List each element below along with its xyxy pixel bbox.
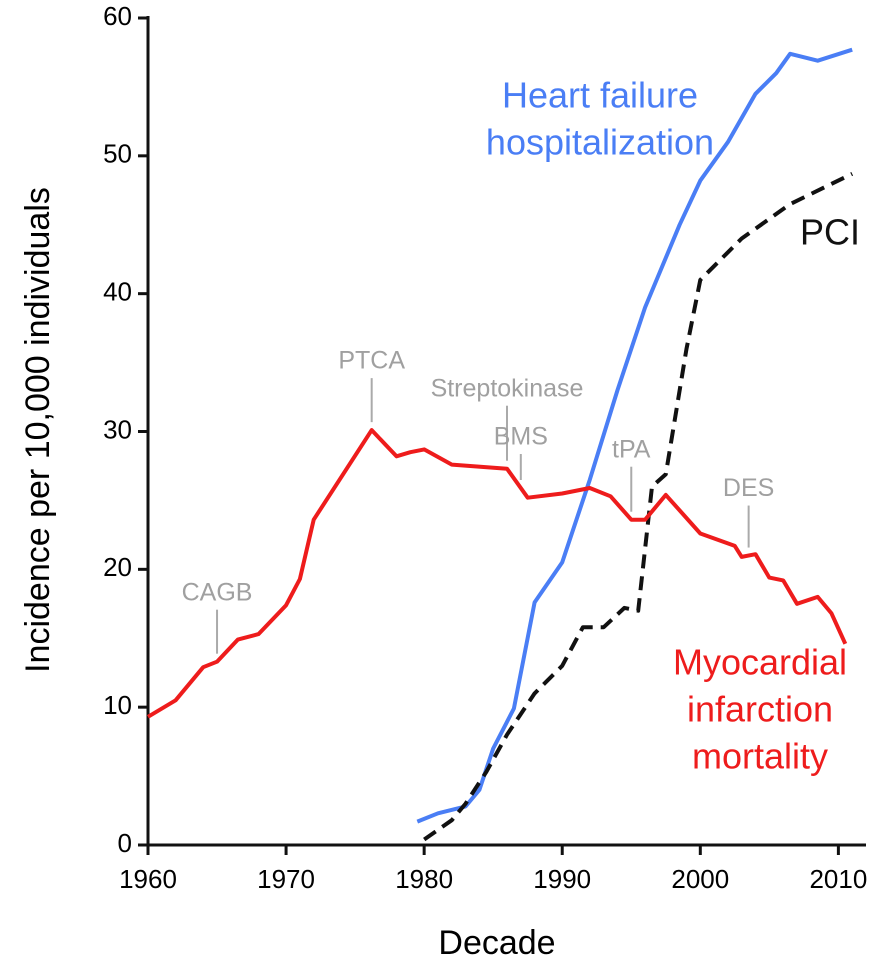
annotation-label: BMS: [494, 423, 548, 451]
x-tick-label: 1980: [395, 864, 453, 894]
series-label: PCI: [800, 212, 860, 253]
annotation-label: Streptokinase: [431, 374, 584, 402]
x-tick-label: 2010: [809, 864, 867, 894]
x-tick-label: 1970: [257, 864, 315, 894]
series-label: hospitalization: [486, 122, 714, 163]
y-tick-label: 50: [103, 139, 132, 169]
y-axis-label: Incidence per 10,000 individuals: [19, 187, 57, 673]
series-line: [416, 47, 853, 824]
y-tick-label: 10: [103, 690, 132, 720]
annotation-label: CAGB: [182, 578, 253, 606]
series-label: mortality: [692, 736, 828, 777]
x-tick-label: 1990: [533, 864, 591, 894]
y-tick-label: 30: [103, 414, 132, 444]
series-label: Myocardial: [673, 642, 847, 683]
series-line: [146, 428, 848, 719]
annotation-label: tPA: [612, 435, 651, 463]
y-tick-label: 40: [103, 277, 132, 307]
x-axis-label: Decade: [438, 924, 555, 962]
y-tick-label: 0: [118, 828, 132, 858]
annotation-label: DES: [723, 474, 774, 502]
x-tick-label: 1960: [119, 864, 177, 894]
series-label: Heart failure: [502, 75, 698, 116]
x-tick-label: 2000: [671, 864, 729, 894]
series-label: infarction: [687, 689, 833, 730]
annotation-label: PTCA: [338, 347, 405, 375]
y-tick-label: 60: [103, 1, 132, 31]
y-tick-label: 20: [103, 552, 132, 582]
